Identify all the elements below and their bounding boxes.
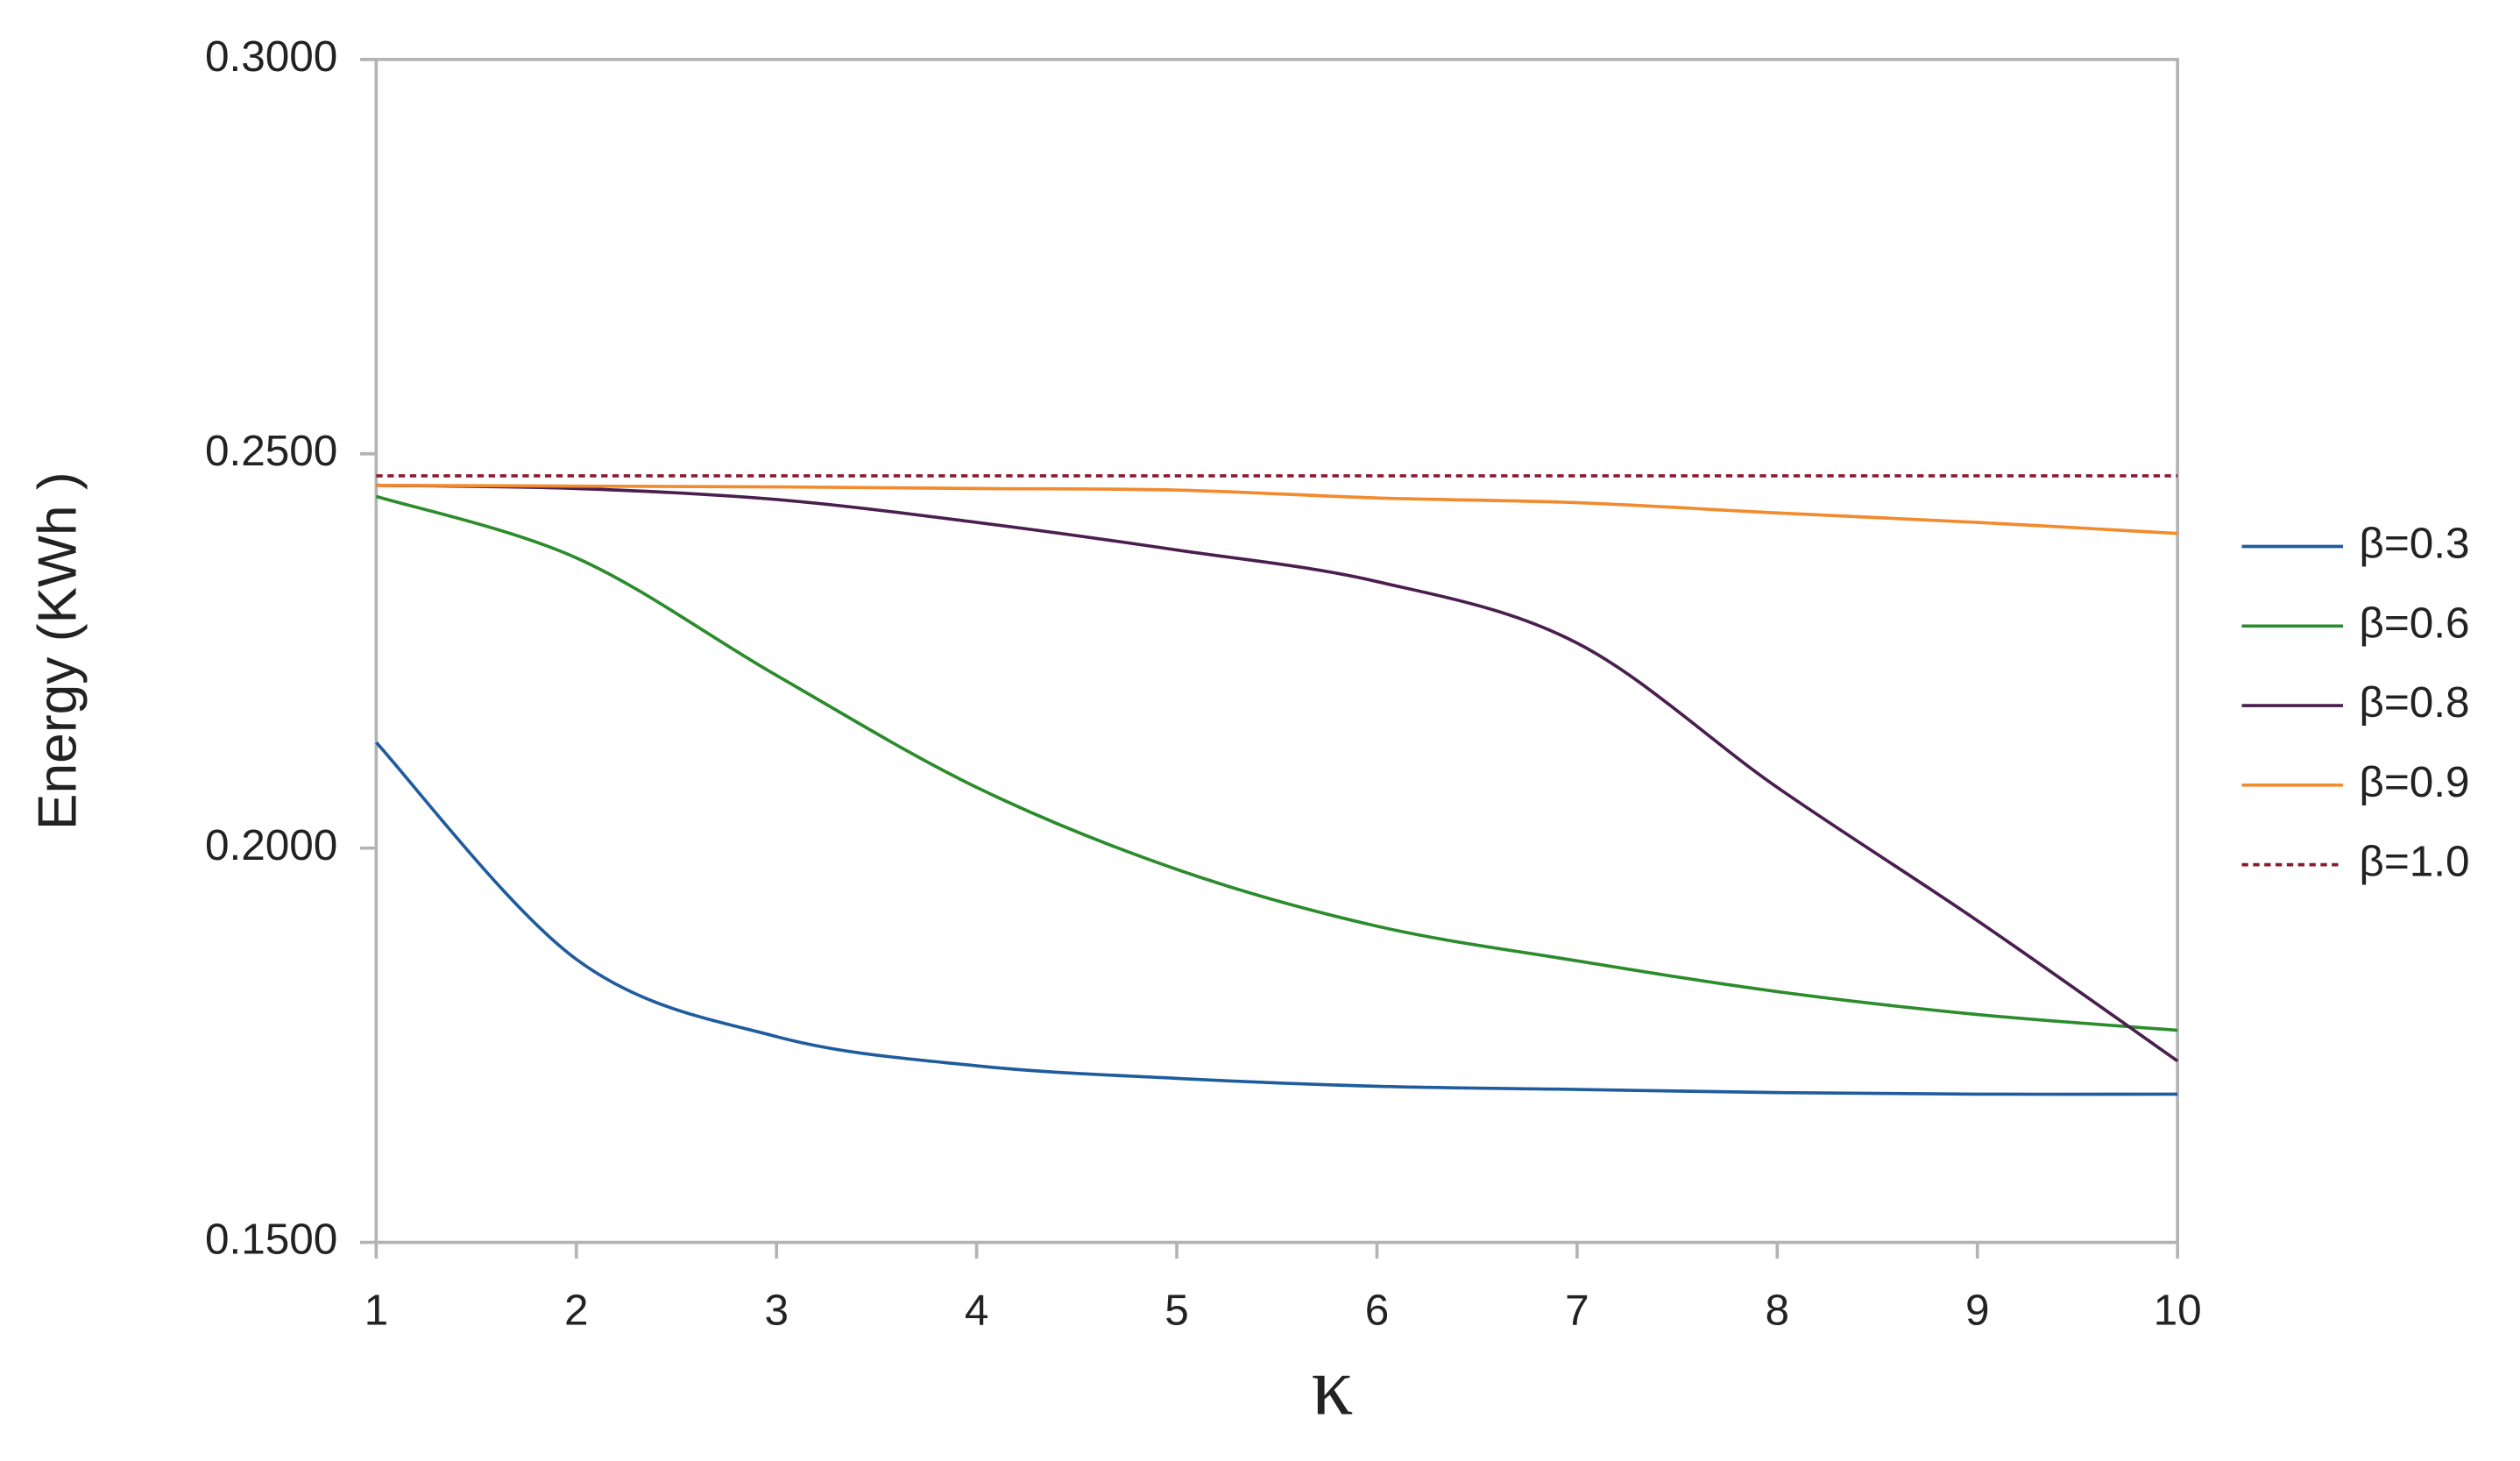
legend-label: β=1.0 [2359, 838, 2469, 886]
y-tick-label: 0.2000 [205, 821, 337, 869]
y-axis-label: Energy (KWh ) [27, 472, 88, 830]
series-line [375, 494, 2178, 1032]
series-line [376, 483, 2179, 1063]
x-tick-label: 10 [2154, 1286, 2202, 1334]
x-tick-label: 7 [1565, 1286, 1589, 1334]
plot-frame [374, 58, 2179, 1245]
y-tick-label: 0.1500 [205, 1216, 337, 1264]
legend-label: β=0.9 [2359, 758, 2469, 806]
x-tick-label: 3 [764, 1286, 789, 1334]
legend-label: β=0.3 [2359, 520, 2469, 568]
x-tick-label: 6 [1365, 1286, 1390, 1334]
y-tick-label: 0.2500 [205, 427, 337, 475]
x-tick-label: 5 [1164, 1286, 1189, 1334]
legend-label: β=0.6 [2359, 599, 2469, 647]
x-tick-label: 4 [965, 1286, 989, 1334]
x-tick-label: 2 [564, 1286, 589, 1334]
x-axis-label: κ [1311, 1340, 1353, 1433]
x-tick-label: 9 [1965, 1286, 1990, 1334]
series-line [375, 741, 2178, 1096]
series-line [376, 483, 2178, 535]
y-tick-label: 0.3000 [205, 32, 337, 81]
x-tick-label: 1 [365, 1286, 389, 1334]
x-tick-label: 8 [1766, 1286, 1790, 1334]
legend-label: β=0.8 [2359, 678, 2469, 727]
